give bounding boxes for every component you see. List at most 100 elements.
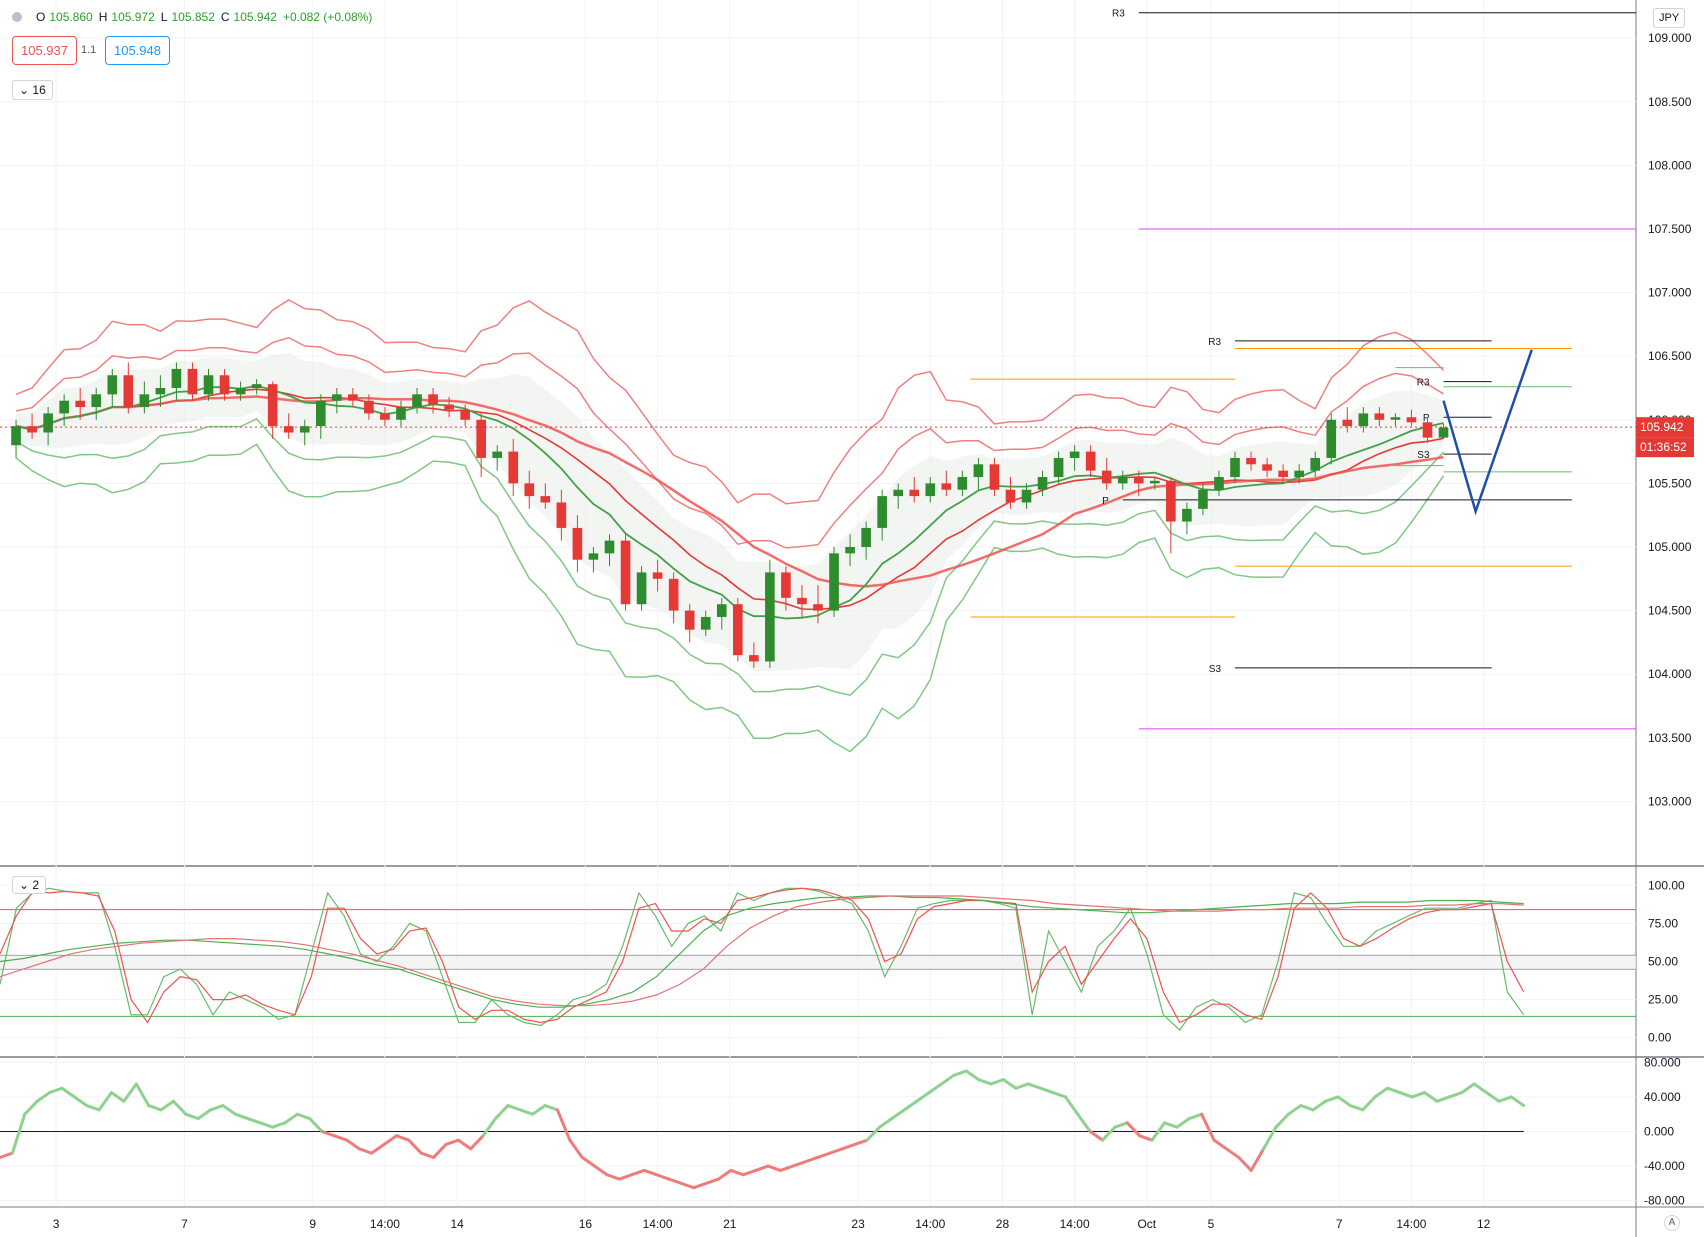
candle-body [107, 375, 118, 395]
momentum-segment [332, 1134, 349, 1142]
moving-average-red [15, 388, 1444, 611]
momentum-segment [840, 1142, 857, 1151]
momentum-segment [605, 1173, 621, 1181]
momentum-segment [729, 1168, 745, 1177]
candle-body [797, 597, 807, 605]
candle-body [1390, 417, 1401, 420]
candle-body [91, 394, 102, 408]
momentum-segment [1286, 1104, 1303, 1116]
momentum-segment [295, 1112, 312, 1121]
time-tick-label: Oct [1137, 1217, 1156, 1231]
momentum-segment [927, 1082, 943, 1095]
momentum-segment [221, 1104, 237, 1116]
indicators-collapse-button[interactable]: ⌄ 16 [12, 80, 53, 100]
time-tick-label: 23 [851, 1217, 865, 1231]
momentum-segment [271, 1121, 287, 1129]
momentum-segment [977, 1078, 993, 1086]
candle-body [332, 394, 342, 401]
momentum-segment [1460, 1082, 1476, 1095]
pivot-label: P [1102, 496, 1109, 507]
momentum-segment [704, 1177, 721, 1185]
momentum-segment [630, 1168, 646, 1177]
momentum-segment [679, 1181, 696, 1190]
candle-body [1262, 464, 1272, 471]
stochastic-tick-label: 100.00 [1648, 878, 1685, 892]
momentum-segment [828, 1147, 844, 1155]
candle-body [43, 413, 53, 433]
candle-body [781, 572, 791, 598]
momentum-segment [97, 1091, 113, 1112]
candle-body [700, 616, 711, 630]
sell-price-button[interactable]: 105.937 [12, 36, 77, 65]
time-tick-label: 9 [309, 1217, 316, 1231]
candle-body [1037, 477, 1048, 490]
moving-average-red-slow [15, 395, 1444, 588]
oscillator-count: 2 [32, 878, 40, 892]
currency-button[interactable]: JPY [1653, 8, 1686, 28]
momentum-segment [10, 1112, 27, 1155]
time-tick-label: 12 [1477, 1217, 1491, 1231]
momentum-segment [1162, 1121, 1179, 1129]
candle-body [604, 540, 615, 554]
time-tick-label: 14:00 [643, 1217, 673, 1231]
candle-body [492, 451, 503, 458]
momentum-segment [1224, 1147, 1241, 1159]
momentum-segment [209, 1104, 225, 1112]
momentum-segment [741, 1168, 758, 1177]
candle-body [428, 394, 438, 405]
momentum-segment [1361, 1095, 1377, 1112]
candle-body [829, 553, 839, 611]
stochastic-tick-label: 25.00 [1648, 993, 1678, 1007]
auto-scale-button[interactable]: A [1664, 1215, 1680, 1231]
candle-body [684, 610, 695, 630]
pivot-label: S3 [1417, 450, 1430, 461]
time-tick-label: 28 [996, 1217, 1010, 1231]
momentum-segment [1187, 1112, 1204, 1121]
time-tick-label: 7 [181, 1217, 188, 1231]
momentum-segment [865, 1125, 882, 1142]
momentum-segment [1348, 1104, 1365, 1112]
pivot-label: S3 [1209, 664, 1222, 675]
stochastic-tick-label: 75.00 [1648, 916, 1678, 930]
momentum-segment [246, 1117, 262, 1125]
momentum-segment [1497, 1095, 1513, 1103]
pivot-label: P [1423, 413, 1430, 424]
momentum-segment [778, 1164, 795, 1172]
momentum-segment [593, 1164, 609, 1177]
indicator-count: 16 [32, 83, 46, 97]
momentum-segment [171, 1099, 188, 1116]
candle-body [1150, 480, 1160, 484]
candle-body [155, 387, 166, 395]
momentum-segment [1336, 1095, 1352, 1108]
momentum-segment [196, 1108, 213, 1121]
candle-body [139, 394, 150, 408]
momentum-segment [1324, 1095, 1340, 1103]
candle-body [1053, 457, 1064, 478]
candle-body [636, 572, 647, 605]
price-tick-label: 103.500 [1648, 731, 1692, 745]
candle-body [909, 489, 920, 497]
buy-price-button[interactable]: 105.948 [105, 36, 170, 65]
momentum-segment [617, 1173, 634, 1181]
candle-body [267, 384, 278, 427]
candle-body [813, 604, 823, 611]
candle-body [460, 409, 470, 420]
time-tick-label: 14:00 [370, 1217, 400, 1231]
momentum-segment [1423, 1091, 1439, 1103]
candle-body [444, 404, 454, 410]
candle-body [1342, 419, 1353, 427]
candle-body [235, 387, 246, 395]
momentum-segment [419, 1151, 436, 1159]
candle-body [75, 400, 86, 408]
time-tick-label: 21 [723, 1217, 737, 1231]
momentum-segment [766, 1164, 782, 1172]
oscillator-collapse-button[interactable]: ⌄ 2 [12, 876, 47, 894]
candle-body [1085, 451, 1096, 471]
momentum-segment [258, 1121, 275, 1129]
momentum-segment [1014, 1082, 1030, 1090]
candle-body [1358, 413, 1369, 427]
momentum-segment [147, 1104, 163, 1112]
spread-value: 1.1 [81, 44, 97, 56]
last-price-label: 105.942 [1640, 420, 1684, 434]
candle-body [283, 426, 294, 433]
